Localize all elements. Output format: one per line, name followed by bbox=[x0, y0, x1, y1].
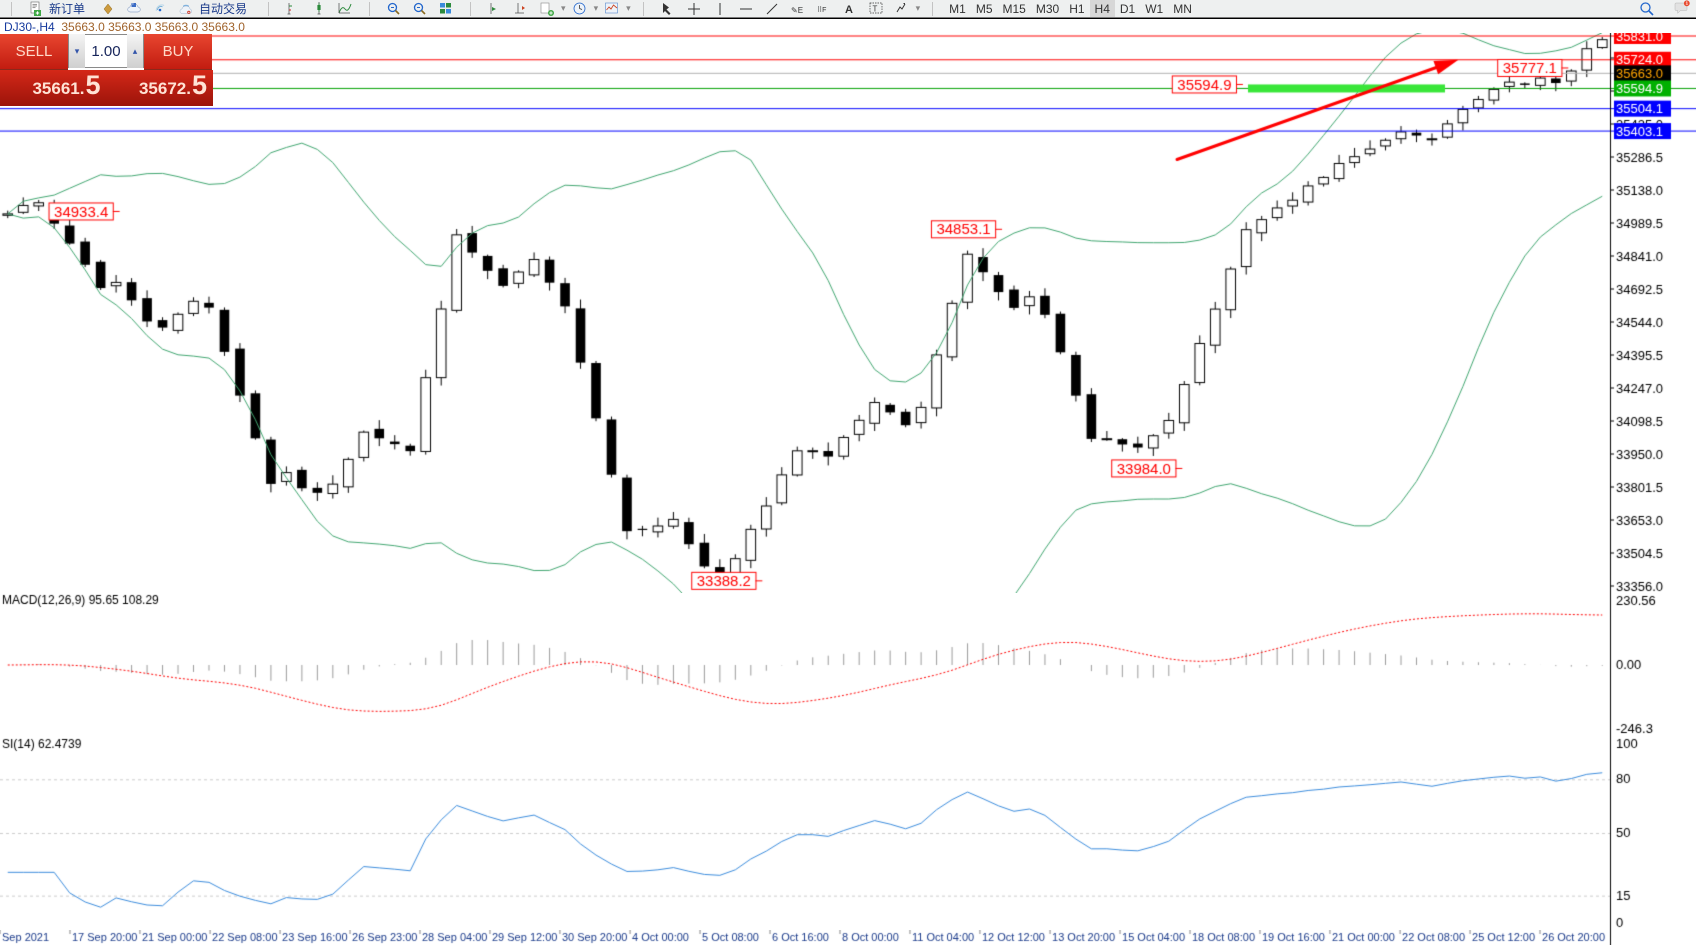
svg-text:T: T bbox=[872, 4, 877, 13]
svg-text:A: A bbox=[845, 4, 853, 16]
svg-text:⠿F: ⠿F bbox=[817, 6, 826, 14]
svg-text:✎E: ✎E bbox=[791, 6, 803, 15]
